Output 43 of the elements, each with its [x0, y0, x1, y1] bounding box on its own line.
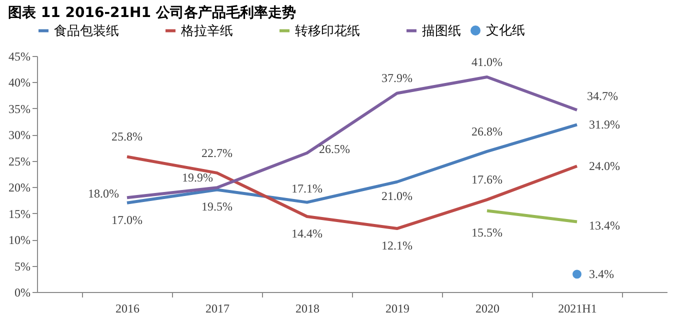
- data-label: 22.7%: [202, 146, 232, 160]
- x-tick-label: 2018: [296, 302, 320, 316]
- y-tick-label: 20%: [8, 180, 30, 195]
- data-label: 26.8%: [472, 124, 502, 138]
- data-label: 15.5%: [472, 226, 502, 240]
- y-tick-label: 5%: [14, 259, 30, 274]
- y-tick-label: 0%: [14, 286, 30, 300]
- x-tick-label: 2017: [206, 302, 230, 316]
- y-tick-label: 30%: [8, 128, 30, 142]
- data-label: 31.9%: [589, 118, 620, 132]
- chart-title: 图表 11 2016-21H1 公司各产品毛利率走势: [8, 4, 296, 21]
- data-label: 19.9%: [182, 170, 213, 185]
- x-tick-label: 2016: [116, 302, 140, 316]
- data-label: 13.4%: [589, 218, 620, 233]
- data-label: 19.5%: [202, 200, 232, 214]
- legend-label: 描图纸: [422, 22, 461, 38]
- data-label: 14.4%: [292, 226, 322, 240]
- legend-label: 文化纸: [486, 22, 525, 38]
- data-label: 3.4%: [589, 267, 614, 282]
- x-tick-label: 2020: [476, 302, 500, 316]
- x-tick-label: 2019: [386, 302, 410, 316]
- data-label: 17.1%: [292, 181, 322, 196]
- data-label: 17.0%: [112, 212, 142, 227]
- x-tick-label: 2021H1: [558, 302, 597, 316]
- y-tick-label: 45%: [8, 50, 30, 64]
- legend-label: 转移印花纸: [295, 22, 360, 38]
- data-label: 17.6%: [472, 172, 502, 187]
- y-tick-label: 35%: [8, 102, 30, 116]
- data-label: 18.0%: [88, 186, 119, 201]
- legend-label: 格拉辛纸: [180, 22, 233, 38]
- y-tick-label: 10%: [8, 233, 30, 248]
- y-tick-label: 40%: [8, 76, 30, 90]
- y-tick-label: 25%: [8, 154, 30, 168]
- data-label: 26.5%: [319, 142, 350, 156]
- data-label: 24.0%: [589, 159, 620, 174]
- y-tick-label: 15%: [8, 206, 30, 221]
- data-label: 37.9%: [382, 71, 412, 86]
- data-label: 41.0%: [472, 54, 502, 69]
- data-label: 12.1%: [382, 238, 412, 253]
- data-label: 34.7%: [587, 89, 618, 104]
- data-label: 25.8%: [112, 130, 142, 144]
- legend-label: 食品包装纸: [54, 22, 119, 38]
- data-label: 21.0%: [382, 188, 412, 203]
